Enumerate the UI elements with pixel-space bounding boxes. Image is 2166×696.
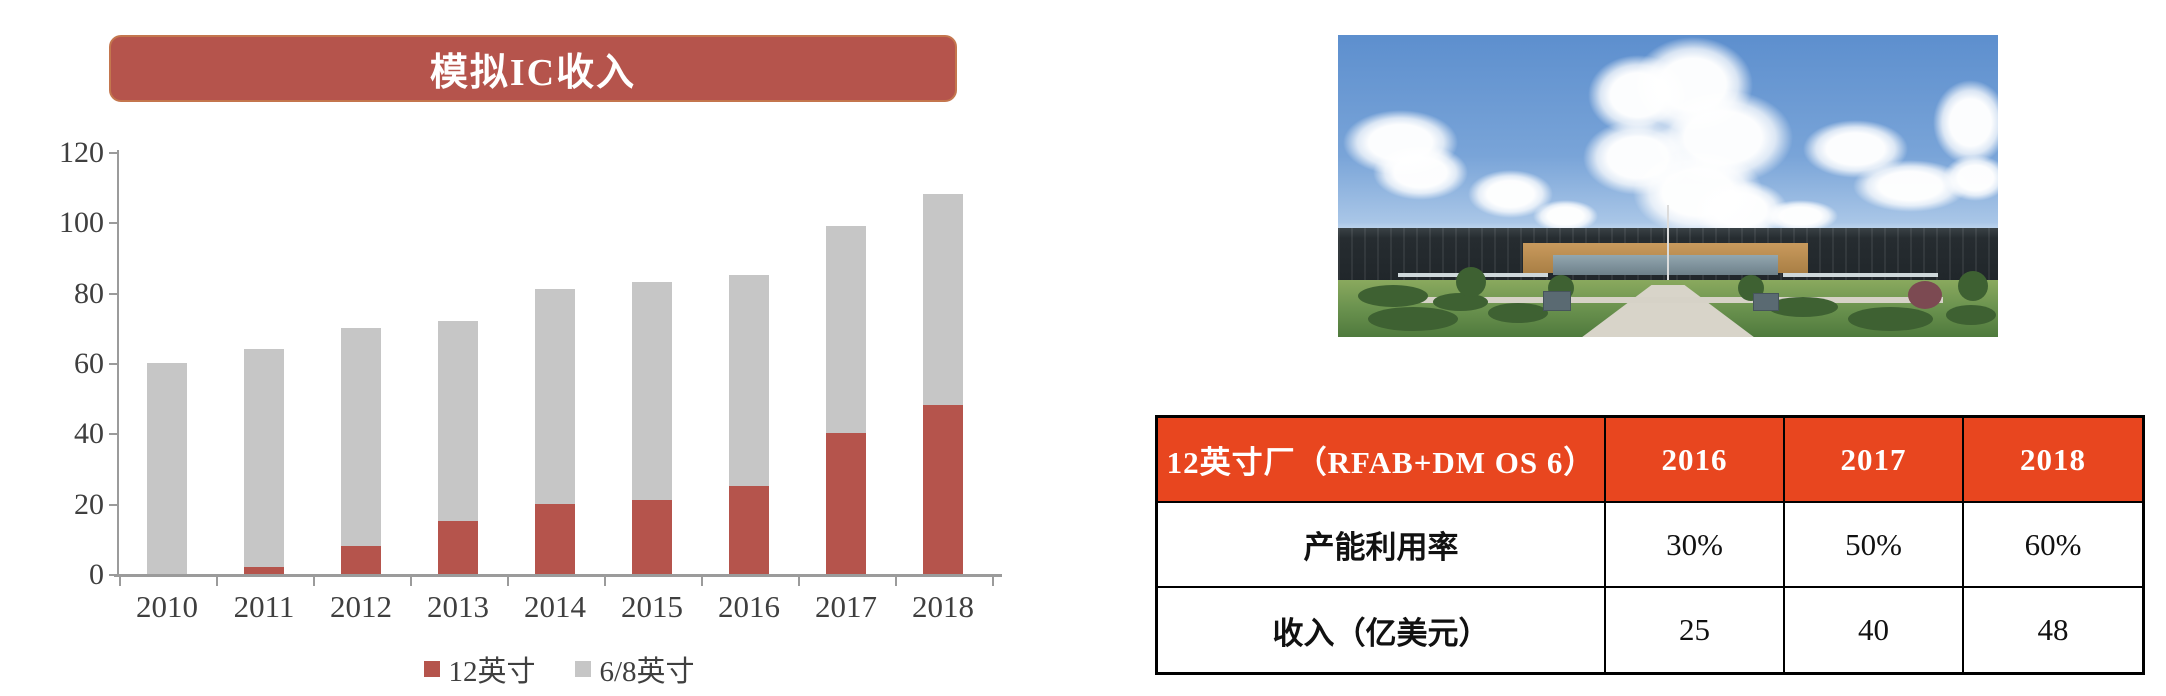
- cloud-icon: [1943, 155, 1998, 201]
- x-axis-tick-label: 2013: [427, 589, 489, 624]
- fab-metrics-table: 12英寸厂（RFAB+DM OS 6） 2016 2017 2018 产能利用率 30% 5…: [1155, 415, 2145, 675]
- x-axis-tick: [506, 577, 509, 586]
- x-axis-tick-label: 2016: [718, 589, 780, 624]
- x-axis-tick: [312, 577, 315, 586]
- bar-segment-12英寸: [923, 405, 963, 574]
- shrub: [1848, 307, 1933, 331]
- y-axis-tick: [109, 292, 118, 295]
- y-axis-tick: [109, 503, 118, 506]
- bar-segment-12英寸: [341, 545, 381, 574]
- bar-segment-12英寸: [438, 521, 478, 574]
- building-entrance: [1553, 255, 1778, 275]
- legend-item: 12英寸: [424, 648, 535, 690]
- legend-label: 6/8英寸: [599, 656, 695, 688]
- flagpole: [1667, 205, 1669, 293]
- y-axis-tick-label: 20: [74, 487, 104, 521]
- y-axis-tick: [109, 574, 118, 576]
- y-axis-tick-label: 60: [74, 347, 104, 380]
- facility-photo: [1338, 35, 1998, 337]
- tree: [1456, 267, 1486, 297]
- x-axis-tick-label: 2011: [233, 589, 295, 624]
- bar-segment-6/8英寸: [826, 225, 866, 434]
- shrub: [1768, 297, 1838, 317]
- legend-swatch-icon: [424, 661, 441, 677]
- table-header-cell: 12英寸厂（RFAB+DM OS 6）: [1158, 418, 1606, 503]
- table-cell: 60%: [1964, 503, 2142, 588]
- shrub: [1433, 293, 1488, 311]
- x-axis-tick: [118, 577, 121, 586]
- x-axis-tick-label: 2017: [815, 589, 877, 624]
- x-axis-tick: [700, 577, 703, 586]
- table-header-cell: 2018: [1964, 418, 2142, 503]
- table-cell: 30%: [1606, 503, 1785, 588]
- bar-segment-6/8英寸: [923, 194, 963, 406]
- bar-segment-6/8英寸: [341, 327, 381, 546]
- x-axis-tick: [991, 577, 994, 586]
- bar-segment-6/8英寸: [535, 289, 575, 504]
- y-axis-tick: [109, 152, 118, 154]
- site-sign: [1543, 291, 1571, 311]
- y-axis-tick: [109, 222, 118, 225]
- red-shrub: [1908, 281, 1942, 309]
- bar-segment-6/8英寸: [729, 275, 769, 487]
- cloud-icon: [1933, 80, 1998, 165]
- table-cell: 收入（亿美元）: [1158, 588, 1606, 672]
- x-axis-tick-label: 2015: [621, 589, 683, 624]
- y-axis-tick: [109, 363, 118, 365]
- bar-segment-6/8英寸: [244, 348, 284, 567]
- bar-segment-12英寸: [826, 433, 866, 574]
- chart-title-box: 模拟IC收入: [109, 35, 957, 102]
- bar-segment-6/8英寸: [147, 363, 187, 574]
- y-axis-tick: [109, 433, 118, 436]
- y-axis-tick-label: 0: [89, 558, 104, 591]
- cloud-icon: [1763, 200, 1838, 232]
- table-cell: 40: [1785, 588, 1964, 672]
- x-axis-tick: [215, 577, 218, 586]
- bar-segment-12英寸: [632, 500, 672, 574]
- x-axis-tick-label: 2010: [136, 589, 198, 624]
- tree: [1958, 271, 1988, 301]
- cloud-icon: [1533, 200, 1598, 232]
- x-axis-line: [114, 574, 1002, 577]
- chart-legend: 12英寸 6/8英寸: [118, 648, 1001, 690]
- x-axis-tick-label: 2018: [912, 589, 974, 624]
- y-axis-tick-label: 80: [74, 276, 104, 310]
- table-cell: 50%: [1785, 503, 1964, 588]
- table-header-cell: 2017: [1785, 418, 1964, 503]
- x-axis-tick-label: 2014: [524, 589, 586, 624]
- table-cell: 25: [1606, 588, 1785, 672]
- y-axis-line: [117, 150, 119, 577]
- legend-swatch-icon: [575, 661, 592, 677]
- x-axis-tick-label: 2012: [330, 589, 392, 624]
- table-cell: 48: [1964, 588, 2142, 672]
- x-axis-tick: [603, 577, 606, 586]
- bar-segment-6/8英寸: [632, 282, 672, 501]
- y-axis-tick-label: 40: [74, 417, 104, 451]
- shrub: [1368, 307, 1458, 331]
- shrub: [1358, 285, 1428, 307]
- bar-segment-12英寸: [535, 503, 575, 574]
- legend-item: 6/8英寸: [575, 648, 695, 690]
- chart-title: 模拟IC收入: [429, 52, 637, 94]
- x-axis-tick: [409, 577, 412, 586]
- shrub: [1488, 303, 1548, 323]
- x-axis-tick: [797, 577, 800, 586]
- bar-segment-6/8英寸: [438, 320, 478, 522]
- building-canopy-right: [1783, 273, 1938, 277]
- shrub: [1946, 305, 1996, 325]
- site-sign: [1753, 293, 1779, 311]
- legend-label: 12英寸: [448, 656, 536, 688]
- y-axis-tick-label: 100: [59, 206, 104, 240]
- bar-segment-12英寸: [729, 486, 769, 574]
- bar-segment-12英寸: [244, 566, 284, 574]
- y-axis-tick-label: 120: [59, 136, 104, 169]
- table-header-cell: 2016: [1606, 418, 1785, 503]
- cross-walkway: [1393, 297, 1943, 303]
- x-axis-tick: [894, 577, 897, 586]
- cloud-icon: [1373, 145, 1468, 200]
- table-cell: 产能利用率: [1158, 503, 1606, 588]
